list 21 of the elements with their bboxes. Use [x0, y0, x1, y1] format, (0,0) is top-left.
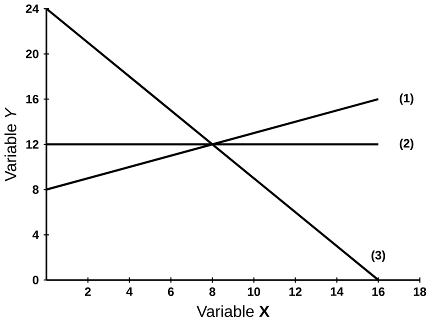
x-tick-label: 18: [414, 288, 426, 296]
x-tick-label: 8: [209, 288, 216, 296]
x-tick-label: 4: [126, 288, 133, 296]
y-tick-label: 20: [26, 50, 38, 58]
series-label: (3): [372, 250, 386, 262]
x-tick-label: 16: [372, 288, 385, 296]
y-tick-label: 0: [32, 276, 38, 285]
y-tick-label: 4: [32, 230, 39, 240]
y-tick-label: 16: [26, 95, 39, 104]
x-tick-label: 2: [84, 288, 91, 296]
series-label: (1): [400, 94, 414, 106]
x-tick-label: 6: [168, 288, 174, 296]
x-tick-label: 14: [330, 288, 344, 296]
x-tick-label: 12: [289, 288, 302, 296]
x-tick-label: 10: [248, 288, 260, 296]
y-tick-label: 24: [26, 4, 39, 14]
y-tick-label: 8: [32, 186, 39, 194]
x-axis-title: Variable X: [196, 305, 270, 318]
y-axis-title: Variable Y: [4, 108, 16, 182]
series-label: (2): [400, 138, 414, 150]
y-tick-label: 12: [26, 140, 38, 149]
